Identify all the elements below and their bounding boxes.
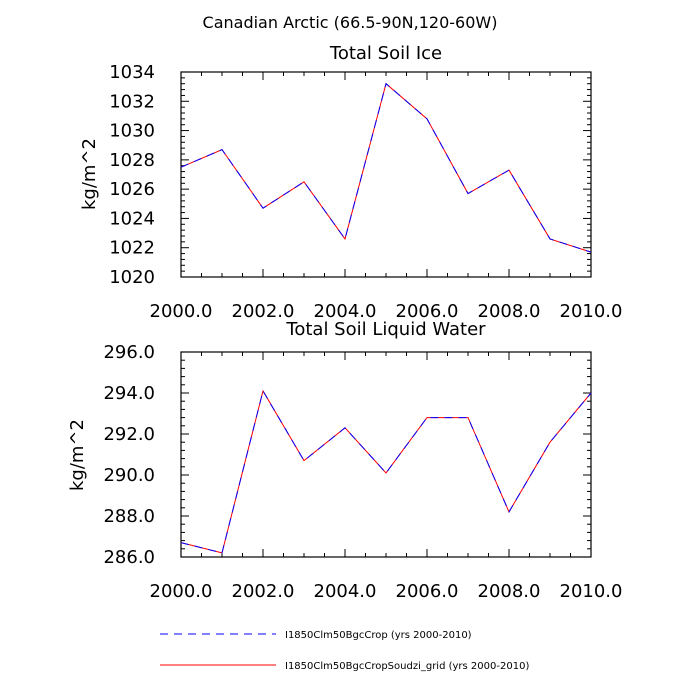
series-line-solid [180, 82, 592, 253]
x-tick-label: 2000.0 [150, 301, 213, 322]
y-tick-label: 290.0 [103, 465, 155, 486]
series-line-dashed [180, 82, 592, 253]
chart-title: Total Soil Ice [329, 43, 442, 64]
legend-label-2: I1850Clm50BgcCropSoudzi_grid (yrs 2000-2… [285, 661, 529, 672]
legend-label-1: I1850Clm50BgcCrop (yrs 2000-2010) [285, 630, 472, 641]
x-tick-label: 2000.0 [150, 581, 213, 602]
y-tick-label: 1024 [109, 208, 155, 229]
y-tick-label: 1022 [109, 238, 155, 259]
x-tick-label: 2010.0 [560, 301, 623, 322]
legend: I1850Clm50BgcCrop (yrs 2000-2010) I1850C… [160, 630, 529, 672]
plot-total-soil-ice: Total Soil Ice kg/m^2 2000.0 2002.0 2004.0 20… [79, 43, 622, 322]
x-tick-label: 2004.0 [314, 581, 377, 602]
y-tick-label: 1028 [109, 150, 155, 171]
y-tick-label: 286.0 [103, 547, 155, 568]
y-tick-label: 1032 [109, 91, 155, 112]
y-tick-label: 288.0 [103, 506, 155, 527]
plot-frame [180, 71, 592, 278]
y-axis-label: kg/m^2 [79, 138, 100, 210]
figure-suptitle: Canadian Arctic (66.5-90N,120-60W) [203, 13, 498, 32]
plot-total-soil-liquid-water: Total Soil Liquid Water kg/m^2 2000.0 2002.… [67, 319, 622, 602]
chart-title: Total Soil Liquid Water [285, 319, 486, 340]
x-tick-label: 2008.0 [478, 581, 541, 602]
x-tick-label: 2004.0 [314, 301, 377, 322]
x-tick-label: 2002.0 [232, 581, 295, 602]
y-tick-label: 294.0 [103, 383, 155, 404]
x-tick-label: 2008.0 [478, 301, 541, 322]
x-tick-label: 2010.0 [560, 581, 623, 602]
y-axis-label: kg/m^2 [67, 419, 88, 491]
x-tick-label: 2006.0 [396, 581, 459, 602]
y-tick-label: 1034 [109, 62, 155, 83]
x-tick-label: 2002.0 [232, 301, 295, 322]
x-tick-label: 2006.0 [396, 301, 459, 322]
y-tick-label: 296.0 [103, 342, 155, 363]
y-tick-label: 1020 [109, 267, 155, 288]
plot-frame [180, 351, 592, 558]
y-tick-label: 292.0 [103, 424, 155, 445]
series-line-solid [180, 389, 592, 554]
y-tick-label: 1030 [109, 121, 155, 142]
y-tick-label: 1026 [109, 179, 155, 200]
